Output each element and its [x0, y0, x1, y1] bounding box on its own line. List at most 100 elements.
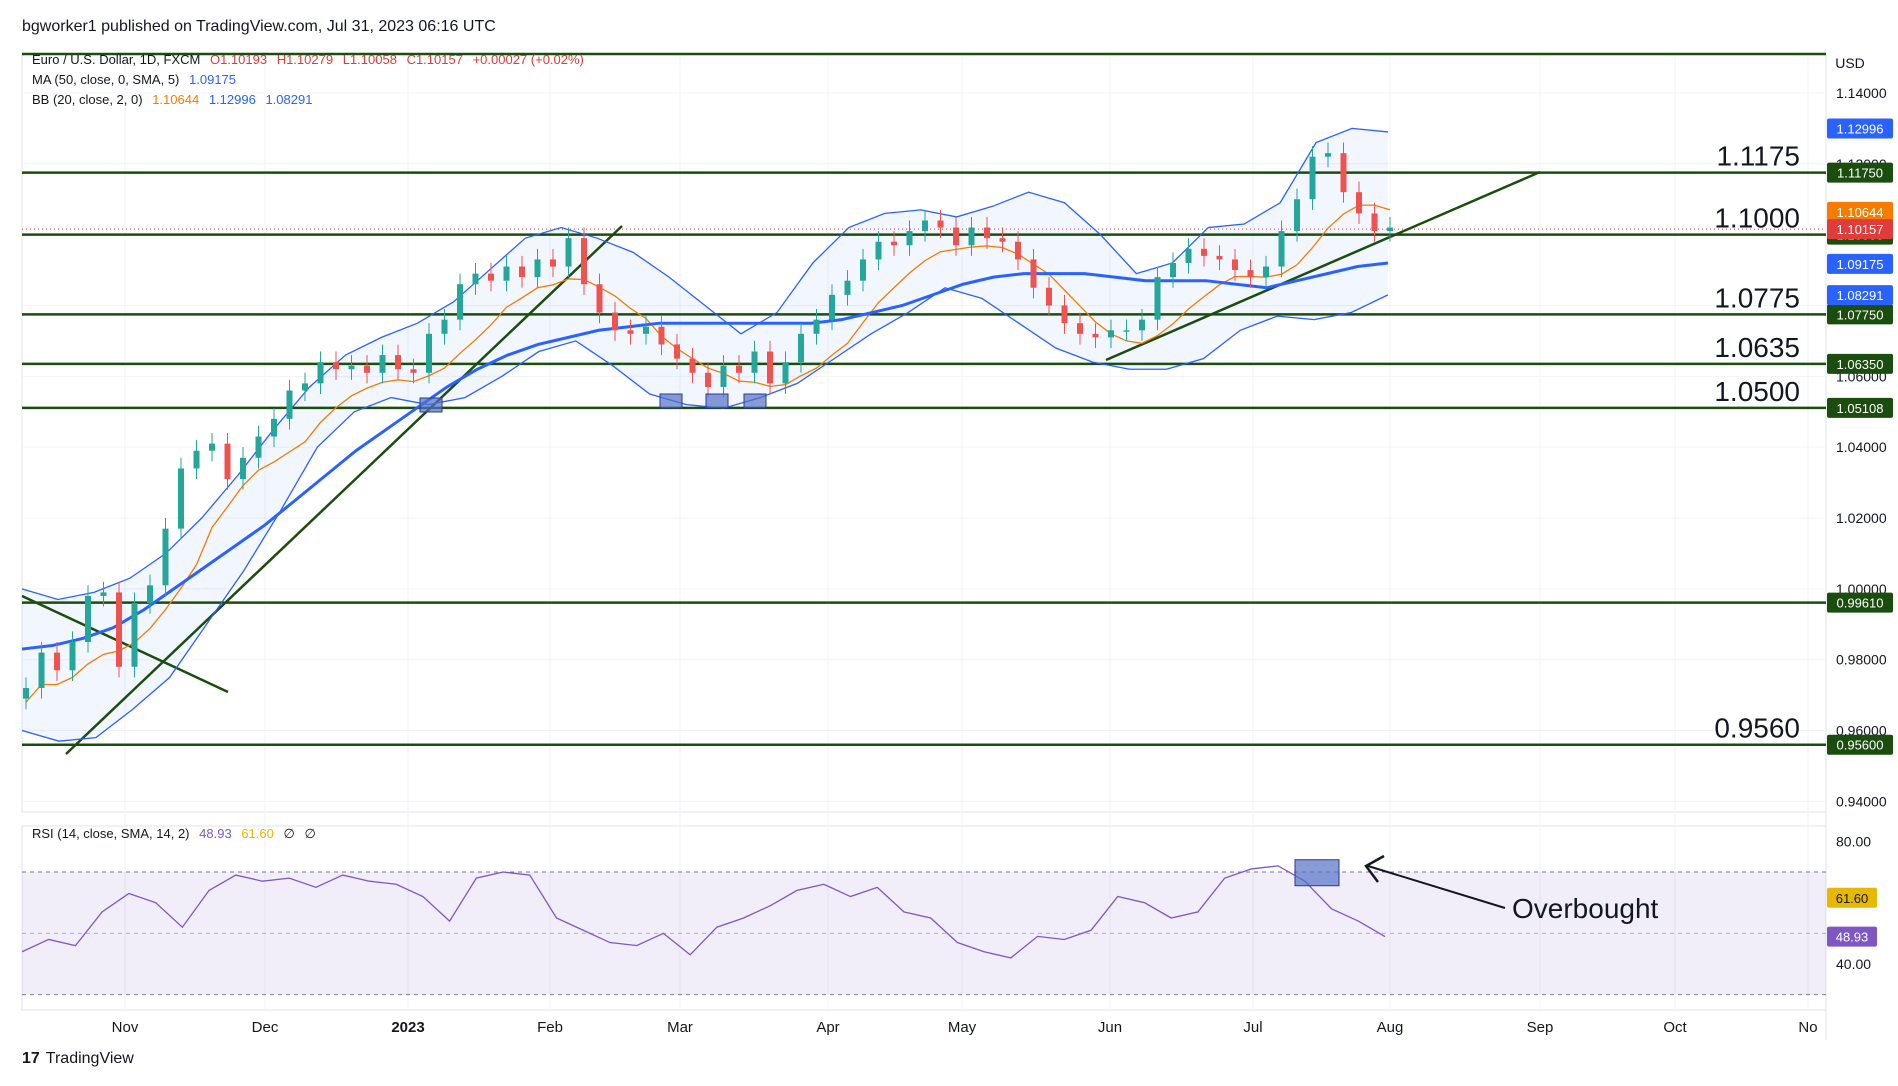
candle-body	[643, 326, 649, 334]
trend-line	[21, 594, 229, 694]
x-tick-label: Nov	[112, 1019, 139, 1036]
overbought-label: Overbought	[1512, 893, 1659, 924]
candle-body	[1278, 231, 1285, 267]
x-tick-label: Apr	[816, 1019, 839, 1036]
candle-body	[85, 595, 91, 642]
rsi-tag-box	[1827, 926, 1877, 947]
legend-ma-line: MA (50, close, 0, SMA, 5) 1.09175	[32, 72, 242, 87]
candle-body	[1092, 333, 1099, 338]
level-label: 1.1000	[1714, 203, 1800, 234]
trend-line	[65, 225, 623, 755]
level-label: 1.0775	[1714, 282, 1800, 313]
legend-rsi-label: RSI (14, close, SMA, 14, 2)	[32, 826, 190, 841]
rsi-tag-text: 48.93	[1836, 930, 1869, 945]
bollinger-band-fill	[22, 128, 1388, 742]
price-series	[23, 142, 1393, 710]
level-tag-text: 1.05108	[1837, 401, 1884, 416]
candle-body	[953, 227, 959, 246]
legend-ma-label: MA (50, close, 0, SMA, 5)	[32, 72, 180, 87]
y-tick-label: 0.98000	[1836, 652, 1887, 668]
x-tick-label: Feb	[537, 1019, 563, 1036]
candle-body	[1387, 227, 1393, 232]
legend-close: C1.10157	[406, 52, 463, 67]
candle-body	[472, 273, 479, 285]
level-tag-box	[1827, 353, 1893, 374]
candle-body	[565, 238, 572, 267]
rsi-pane: 80.00 61.60 48.93 40.00	[21, 833, 1877, 996]
legend-rsi-value: 48.93	[199, 826, 232, 841]
candle-body	[720, 365, 727, 387]
candle-body	[1170, 262, 1176, 278]
y-tick-label: 0.96000	[1836, 723, 1887, 739]
candle-body	[705, 372, 711, 387]
support-box	[659, 393, 683, 409]
candle-body	[1108, 330, 1114, 338]
candle-body	[1061, 305, 1068, 324]
highlight-boxes	[419, 393, 767, 413]
level-label: 0.9560	[1714, 713, 1800, 744]
level-tag-text: 1.11750	[1837, 166, 1883, 181]
candle-body	[348, 365, 355, 370]
x-tick-label: 2023	[391, 1019, 424, 1036]
legend-rsi-ma: 61.60	[241, 826, 274, 841]
candle-body	[767, 351, 773, 384]
candle-body	[782, 362, 789, 384]
footer-brand: TradingView	[45, 1050, 134, 1067]
legend-bb-lower: 1.08291	[265, 92, 313, 107]
price-tag-text: 1.12996	[1837, 122, 1884, 137]
candle-body	[224, 443, 231, 480]
candle-body	[240, 457, 246, 480]
rsi-tag-text: 61.60	[1836, 891, 1869, 906]
x-tick-label: May	[948, 1019, 977, 1036]
bb-fill-area	[22, 128, 1388, 742]
level-tag-box	[1827, 304, 1893, 325]
candle-body	[860, 259, 866, 281]
candle-body	[1216, 255, 1223, 260]
rsi-line	[21, 865, 1386, 959]
candle-body	[116, 592, 122, 667]
bb-upper-line	[21, 127, 1389, 601]
x-tick-label: Jun	[1098, 1019, 1122, 1036]
candle-body	[999, 238, 1006, 242]
candle-body	[596, 284, 603, 313]
rsi-tag-box	[1827, 887, 1877, 908]
support-box	[705, 393, 729, 409]
price-tag-box	[1827, 285, 1893, 306]
candle-body	[271, 418, 277, 437]
legend-bb-line: BB (20, close, 2, 0) 1.10644 1.12996 1.0…	[32, 92, 318, 107]
candle-body	[441, 319, 448, 334]
price-tags: 1.117501.100001.077501.063501.051080.996…	[1827, 118, 1893, 755]
candle-body	[38, 652, 45, 689]
legend-bb-basis: 1.10644	[152, 92, 200, 107]
candle-body	[379, 355, 386, 373]
y-tick-label: 1.02000	[1836, 510, 1887, 526]
price-tag-box	[1827, 118, 1893, 139]
level-tag-text: 0.95600	[1837, 738, 1884, 753]
legend-symbol-line: Euro / U.S. Dollar, 1D, FXCM O1.10193 H1…	[32, 52, 590, 67]
horizontal-levels: 1.1175 1.1000 1.0775 1.0635 1.0500 0.9560	[22, 52, 1826, 746]
price-tag-box	[1827, 253, 1893, 274]
candle-body	[54, 652, 60, 671]
publisher-line: bgworker1 published on TradingView.com, …	[22, 18, 496, 35]
legend-bb-label: BB (20, close, 2, 0)	[32, 92, 143, 107]
candle-body	[1325, 153, 1331, 157]
price-tag-text: 1.09175	[1837, 257, 1884, 272]
candle-body	[395, 355, 401, 370]
candle-body	[23, 688, 29, 699]
candle-body	[457, 284, 463, 320]
candle-body	[736, 365, 742, 373]
price-tag-text: 1.08291	[1837, 288, 1884, 303]
candle-body	[302, 383, 308, 391]
level-label: 1.0635	[1714, 332, 1800, 363]
legend-bb-upper: 1.12996	[208, 92, 256, 107]
candle-body	[1371, 213, 1378, 232]
x-tick-label: Dec	[252, 1019, 279, 1036]
candle-body	[333, 362, 339, 370]
level-tag-box	[1827, 162, 1893, 183]
candle-body	[255, 436, 262, 458]
candle-body	[798, 333, 804, 363]
candle-body	[1201, 248, 1207, 256]
candle-body	[534, 259, 541, 278]
candle-body	[906, 231, 913, 246]
